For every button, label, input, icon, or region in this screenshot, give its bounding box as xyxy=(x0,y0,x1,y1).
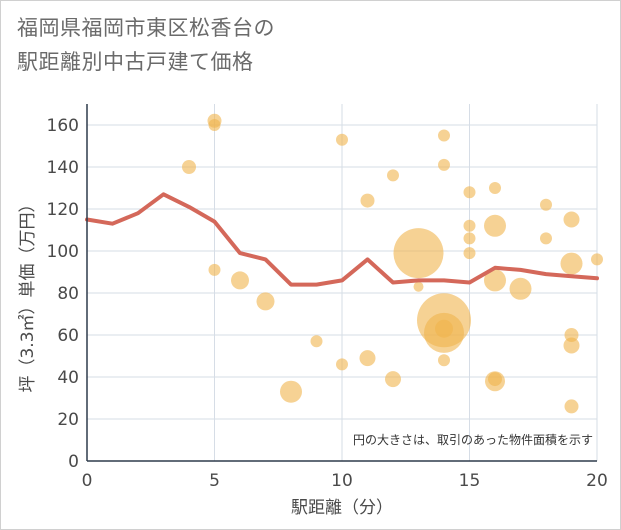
x-tick-label: 10 xyxy=(331,471,353,491)
bubble-point xyxy=(463,186,476,199)
x-tick-labels: 0 5 10 15 20 xyxy=(82,471,608,491)
y-axis-label: 坪（3.3㎡）単価（万円） xyxy=(18,195,38,392)
y-tick-label: 160 xyxy=(47,116,79,136)
bubble-point xyxy=(563,337,580,354)
bubble-point xyxy=(359,350,376,367)
y-tick-label: 40 xyxy=(57,368,79,388)
bubble-point xyxy=(591,253,603,266)
chart-title-line-2: 駅距離別中古戸建て価格 xyxy=(17,50,254,74)
bubble-point xyxy=(208,263,221,276)
trend-line xyxy=(85,192,599,287)
bubble-point xyxy=(563,211,580,228)
bubble-point xyxy=(463,232,476,245)
bubble-point xyxy=(463,219,476,232)
bubble-point xyxy=(231,271,249,290)
y-tick-label: 140 xyxy=(47,158,79,178)
bubble-point xyxy=(438,354,450,367)
bubble-point xyxy=(484,214,506,237)
bubble-point xyxy=(360,193,375,208)
chart-title-line-1: 福岡県福岡市東区松香台の xyxy=(17,16,275,40)
bubble-point xyxy=(208,119,221,131)
bubble-series xyxy=(182,113,603,414)
bubble-point xyxy=(182,160,196,174)
trend-line-series xyxy=(85,192,599,287)
chart-title: 福岡県福岡市東区松香台の 駅距離別中古戸建て価格 xyxy=(17,11,457,79)
bubble-point xyxy=(310,335,323,348)
axes xyxy=(86,104,597,462)
bubble-size-note: 円の大きさは、取引のあった物件面積を示す xyxy=(353,432,593,447)
bubble-point xyxy=(435,319,453,338)
bubble-point xyxy=(463,247,476,260)
y-tick-label: 120 xyxy=(47,200,79,220)
x-tick-label: 20 xyxy=(586,471,608,491)
y-tick-label: 0 xyxy=(68,452,79,472)
x-axis-label: 駅距離（分） xyxy=(291,498,393,518)
y-tick-label: 60 xyxy=(57,326,79,346)
bubble-point xyxy=(540,198,552,211)
bubble-point xyxy=(393,228,444,279)
bubble-point xyxy=(560,252,583,275)
bubble-point xyxy=(336,358,348,371)
bubble-point xyxy=(280,380,302,403)
x-tick-label: 5 xyxy=(209,471,220,491)
bubble-point xyxy=(564,399,579,414)
x-tick-label: 0 xyxy=(82,471,93,491)
bubble-point xyxy=(438,129,450,142)
bubble-point xyxy=(256,292,275,311)
bubble-point xyxy=(385,371,401,388)
bubble-point xyxy=(509,277,532,300)
bubble-point xyxy=(336,133,348,146)
grid-lines xyxy=(86,104,598,462)
bubble-point xyxy=(540,232,552,245)
y-tick-label: 100 xyxy=(47,242,79,262)
bubble-point xyxy=(484,269,506,292)
bubble-point xyxy=(489,182,501,194)
bubble-point xyxy=(413,281,424,292)
y-tick-label: 20 xyxy=(57,410,79,430)
bubble-point xyxy=(438,158,450,171)
bubble-point xyxy=(488,372,502,387)
x-tick-label: 15 xyxy=(459,471,481,491)
bubble-point xyxy=(387,169,399,182)
y-tick-labels: 0 20 40 60 80 100 120 140 160 xyxy=(47,116,79,472)
y-tick-label: 80 xyxy=(57,284,79,304)
